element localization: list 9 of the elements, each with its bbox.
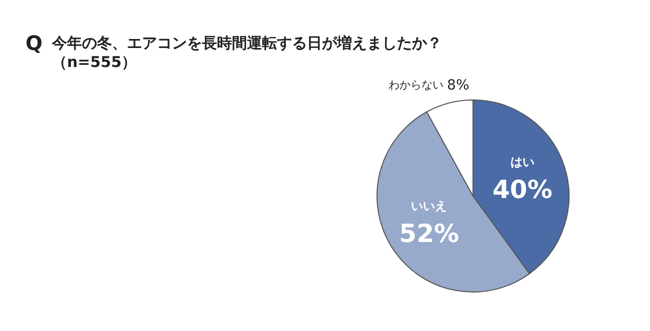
text: 今年の冬、エアコンを長時間運転する日が増えましたか？ bbox=[51, 34, 442, 52]
text: Q bbox=[25, 31, 43, 55]
slice-label: いいえ bbox=[411, 198, 448, 213]
slice-label: はい bbox=[510, 154, 534, 169]
slice-label: わからない bbox=[388, 78, 444, 92]
text: （n=555） bbox=[52, 53, 137, 71]
data-label: 8% bbox=[447, 77, 470, 94]
data-label: 52% bbox=[399, 218, 460, 248]
data-label: 40% bbox=[492, 174, 552, 204]
